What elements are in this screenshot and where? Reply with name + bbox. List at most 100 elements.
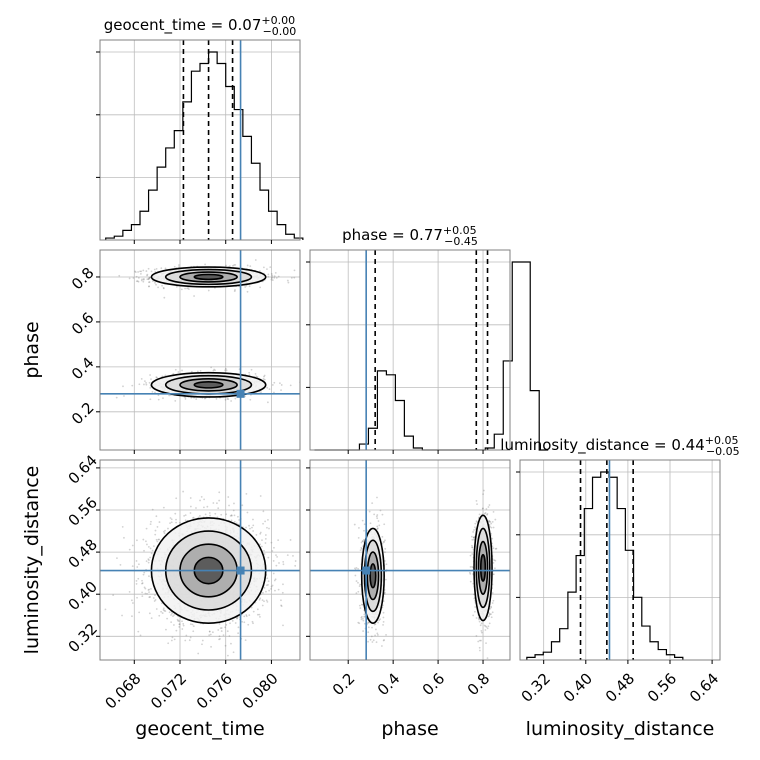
sample-point — [259, 531, 262, 534]
sample-point — [273, 546, 275, 549]
sample-point — [252, 518, 254, 521]
sample-point — [268, 388, 271, 390]
sample-point — [219, 627, 222, 630]
sample-point — [171, 612, 173, 615]
sample-point — [263, 553, 266, 555]
sample-point — [204, 513, 207, 516]
sample-point — [263, 378, 266, 381]
sample-point — [375, 515, 378, 518]
sample-point — [141, 582, 144, 584]
sample-point — [173, 638, 176, 641]
sample-point — [259, 615, 261, 618]
sample-point — [162, 608, 165, 611]
sample-point — [198, 515, 201, 517]
sample-point — [147, 278, 150, 280]
sample-point — [358, 622, 361, 625]
sample-point — [178, 623, 181, 626]
panel-title-phase: phase = 0.77+0.05 −0.45 — [342, 224, 478, 248]
sample-point — [147, 545, 150, 548]
sample-point — [376, 496, 378, 499]
sample-point — [132, 602, 134, 604]
panel-contents — [310, 460, 510, 660]
sample-point — [264, 542, 267, 544]
sample-point — [164, 610, 167, 613]
sample-point — [290, 277, 293, 279]
sample-point — [264, 537, 267, 540]
sample-point — [227, 398, 230, 401]
sample-point — [208, 512, 211, 514]
sample-point — [138, 563, 140, 566]
sample-point — [181, 369, 183, 372]
sample-point — [375, 628, 377, 631]
sample-point — [237, 626, 240, 629]
sample-point — [238, 519, 241, 521]
sample-point — [170, 518, 173, 521]
x-tick-label: 0.068 — [101, 670, 144, 713]
hist-panel-geocent_time: geocent_time = 0.07+0.00 −0.00 — [96, 14, 304, 244]
sample-point — [190, 396, 193, 399]
sample-point — [377, 520, 380, 522]
sample-point — [252, 622, 254, 625]
sample-point — [178, 620, 181, 622]
sample-point — [177, 619, 179, 622]
sample-point — [272, 560, 275, 562]
sample-point — [271, 550, 274, 552]
sample-point — [181, 620, 183, 623]
sample-point — [142, 269, 145, 272]
sample-point — [272, 572, 275, 575]
sample-point — [263, 600, 265, 603]
sample-point — [158, 614, 161, 617]
sample-point — [311, 512, 313, 514]
sample-point — [203, 397, 206, 400]
sample-point — [267, 275, 270, 278]
sample-point — [176, 618, 179, 621]
sample-point — [182, 623, 185, 625]
sample-point — [121, 526, 124, 528]
sample-point — [274, 271, 277, 274]
sample-point — [148, 277, 151, 279]
sample-point — [135, 275, 138, 278]
sample-point — [170, 614, 172, 616]
truth-marker — [236, 566, 245, 575]
sample-point — [261, 599, 264, 602]
sample-point — [249, 265, 252, 268]
x-tick-label: 0.076 — [193, 670, 236, 713]
sample-point — [145, 560, 148, 563]
sample-point — [193, 295, 195, 297]
sample-point — [280, 384, 283, 386]
sample-point — [150, 552, 153, 555]
sample-point — [192, 516, 195, 519]
sample-point — [224, 626, 227, 629]
sample-point — [274, 589, 276, 592]
sample-point — [377, 634, 379, 636]
sample-point — [149, 523, 152, 526]
sample-point — [363, 538, 365, 541]
sample-point — [266, 577, 269, 580]
sample-point — [158, 521, 161, 523]
sample-point — [148, 381, 151, 384]
sample-point — [140, 270, 143, 273]
sample-point — [143, 571, 146, 574]
sample-point — [263, 549, 265, 552]
sample-point — [214, 369, 216, 372]
sample-point — [372, 639, 375, 642]
sample-point — [267, 556, 270, 559]
hist-panel-luminosity_distance: 0.32 0.40 0.48 0.56 0.64luminosity_distance … — [500, 434, 739, 706]
sample-point — [280, 389, 282, 392]
sample-point — [289, 539, 292, 541]
sample-point — [185, 634, 188, 637]
y-tick-label: 0.8 — [68, 264, 98, 294]
sample-point — [374, 623, 377, 626]
sample-point — [259, 286, 262, 289]
sample-point — [164, 529, 166, 532]
sample-point — [137, 276, 140, 279]
histogram-step — [314, 261, 549, 451]
sample-point — [175, 285, 178, 288]
sample-point — [226, 630, 229, 633]
sample-point — [274, 578, 277, 581]
y-tick-label: 0.40 — [65, 578, 101, 614]
sample-point — [157, 394, 160, 397]
sample-point — [224, 369, 226, 372]
sample-point — [146, 274, 148, 277]
